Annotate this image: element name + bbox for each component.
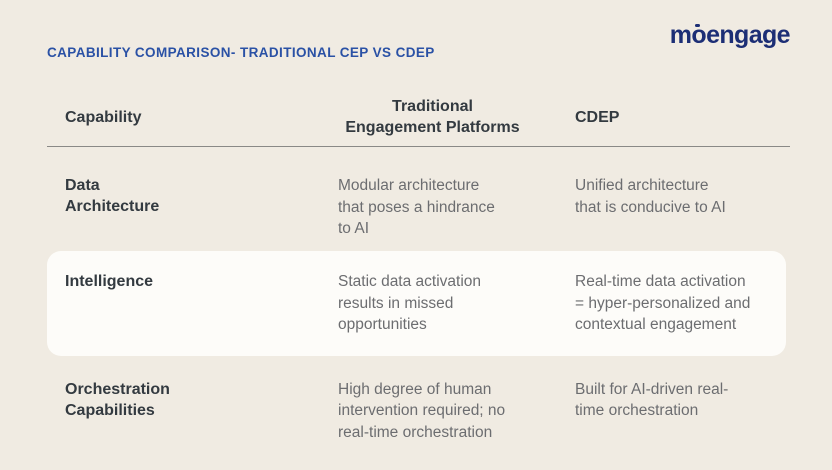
logo-dot-icon (694, 24, 700, 27)
logo-wordmark: moengage (669, 21, 791, 49)
cell-capability: Data Architecture (65, 177, 160, 215)
cell-cdep: Unified architecture that is conducive t… (575, 177, 726, 216)
moengage-logo: moengage (669, 21, 791, 49)
table-row: Data Architecture Modular architecture t… (47, 147, 786, 249)
table-body: Data Architecture Modular architecture t… (47, 147, 790, 458)
cell-cdep: Real-time data activation = hyper-person… (575, 273, 751, 333)
column-header-cdep: CDEP (575, 108, 620, 126)
cell-capability: Intelligence (65, 273, 154, 290)
cell-traditional: Static data activation results in missed… (338, 273, 482, 333)
table-header-row: Capability Traditional Engagement Platfo… (47, 88, 790, 147)
column-header-traditional-engagement-platforms: Traditional Engagement Platforms (345, 98, 520, 136)
cell-capability: Orchestration Capabilities (65, 380, 170, 419)
page-title: CAPABILITY COMPARISON- TRADITIONAL CEP V… (47, 45, 435, 60)
cell-traditional: Modular architecture that poses a hindra… (338, 177, 495, 237)
table-row: Intelligence Static data activation resu… (47, 251, 786, 356)
column-header-capability: Capability (65, 108, 142, 126)
cell-cdep: Built for AI-driven real- time orchestra… (575, 380, 729, 420)
cell-traditional: High degree of human intervention requir… (338, 380, 506, 441)
comparison-table: Capability Traditional Engagement Platfo… (47, 88, 790, 458)
table-row: Orchestration Capabilities High degree o… (47, 356, 786, 458)
